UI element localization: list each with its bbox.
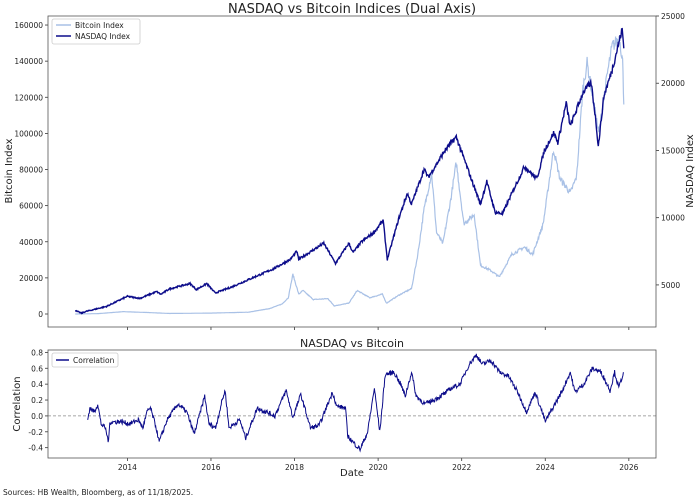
right-y-tick-label: 15000 — [661, 146, 685, 155]
legend-label-bitcoin: Bitcoin Index — [75, 21, 124, 30]
right-y-tick-label: 25000 — [661, 12, 685, 21]
y-tick-label: -0.4 — [28, 444, 43, 453]
correlation-line — [87, 353, 624, 453]
bottom-y-axis-label: Correlation — [12, 376, 23, 431]
right-y-axis-label: NASDAQ Index — [685, 134, 696, 208]
source-footnote: Sources: HB Wealth, Bloomberg, as of 11/… — [3, 488, 193, 497]
x-tick-label: 2016 — [201, 463, 220, 472]
left-y-tick-label: 60000 — [19, 202, 43, 211]
left-y-tick-label: 140000 — [14, 57, 43, 66]
bottom-plot-frame — [47, 349, 657, 459]
x-tick-label: 2022 — [452, 463, 471, 472]
x-tick-label: 2020 — [369, 463, 388, 472]
top-axes: 0 20000 40000 60000 80000 100000 120000 140000 1… — [14, 12, 685, 330]
top-plot-frame — [47, 15, 657, 328]
bottom-chart-title: NASDAQ vs Bitcoin — [300, 337, 404, 350]
left-y-tick-label: 120000 — [14, 93, 43, 102]
right-y-tick-label: 10000 — [661, 214, 685, 223]
y-tick-label: 0.6 — [31, 364, 43, 373]
x-tick-label: 2014 — [118, 463, 137, 472]
legend-top: Bitcoin Index NASDAQ Index — [51, 18, 141, 45]
left-y-tick-label: 0 — [38, 310, 43, 319]
left-y-axis-label: Bitcoin Index — [4, 138, 15, 203]
legend-label-nasdaq: NASDAQ Index — [75, 32, 131, 41]
y-tick-label: 0.4 — [31, 380, 43, 389]
nasdaq-index-line — [75, 27, 625, 315]
legend-bottom: Correlation — [51, 352, 119, 368]
y-tick-label: 0.8 — [31, 348, 43, 357]
left-y-tick-label: 100000 — [14, 129, 43, 138]
left-y-tick-label: 160000 — [14, 21, 43, 30]
bitcoin-index-line — [75, 35, 625, 315]
left-y-tick-label: 40000 — [19, 238, 43, 247]
right-y-tick-label: 20000 — [661, 79, 685, 88]
top-chart-title: NASDAQ vs Bitcoin Indices (Dual Axis) — [228, 2, 476, 17]
right-y-tick-label: 5000 — [661, 281, 680, 290]
x-tick-label: 2024 — [536, 463, 555, 472]
x-tick-label: 2018 — [285, 463, 304, 472]
y-tick-label: 0.2 — [31, 396, 43, 405]
x-tick-label: 2026 — [619, 463, 638, 472]
x-axis-label: Date — [340, 468, 364, 479]
y-tick-label: -0.2 — [28, 428, 43, 437]
bottom-axes: 2014 2016 2018 2020 2022 2024 2026 -0.4 -0.2 0.0 0… — [28, 348, 657, 472]
left-y-tick-label: 80000 — [19, 166, 43, 175]
legend-label-correlation: Correlation — [73, 356, 115, 365]
left-y-tick-label: 20000 — [19, 274, 43, 283]
y-tick-label: 0.0 — [31, 412, 43, 421]
